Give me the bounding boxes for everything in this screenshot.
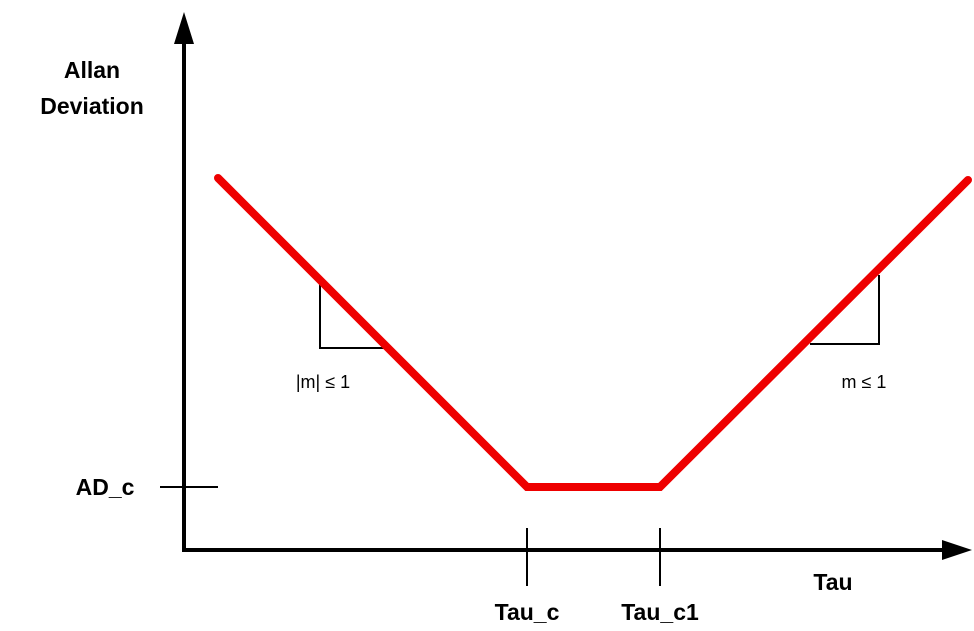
right-slope-triangle bbox=[810, 275, 880, 345]
x-axis-arrowhead bbox=[942, 540, 972, 560]
left-slope-triangle bbox=[319, 278, 389, 349]
ad-c-label: AD_c bbox=[76, 474, 135, 500]
tau-c1-label: Tau_c1 bbox=[621, 599, 699, 625]
x-axis-label: Tau bbox=[813, 569, 852, 595]
right-slope-label: m ≤ 1 bbox=[842, 372, 887, 392]
left-slope-label: |m| ≤ 1 bbox=[296, 372, 350, 392]
y-axis-label-line1: Allan bbox=[64, 57, 120, 83]
allan-deviation-curve bbox=[214, 174, 972, 491]
tau-c-label: Tau_c bbox=[495, 599, 560, 625]
y-axis-arrowhead bbox=[174, 12, 194, 44]
y-axis-label-line2: Deviation bbox=[40, 93, 144, 119]
